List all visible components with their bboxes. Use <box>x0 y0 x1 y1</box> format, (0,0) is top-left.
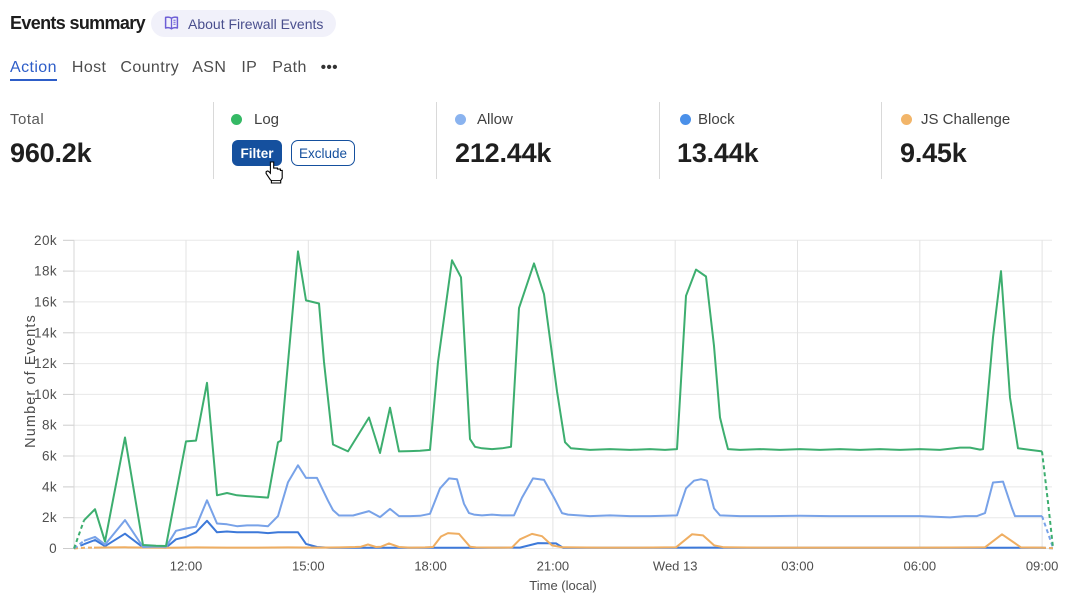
svg-text:0: 0 <box>49 541 57 556</box>
svg-text:4k: 4k <box>42 479 57 494</box>
svg-text:18:00: 18:00 <box>414 559 447 574</box>
svg-text:15:00: 15:00 <box>292 559 325 574</box>
svg-text:10k: 10k <box>34 387 57 402</box>
svg-text:Number of Events: Number of Events <box>23 314 39 448</box>
svg-text:16k: 16k <box>34 294 57 309</box>
svg-text:06:00: 06:00 <box>904 559 937 574</box>
svg-text:6k: 6k <box>42 449 57 464</box>
svg-text:20k: 20k <box>34 233 57 248</box>
svg-text:09:00: 09:00 <box>1026 559 1059 574</box>
svg-text:Time (local): Time (local) <box>529 578 596 593</box>
svg-text:8k: 8k <box>42 418 57 433</box>
svg-text:18k: 18k <box>34 264 57 279</box>
svg-text:12k: 12k <box>34 356 57 371</box>
svg-text:21:00: 21:00 <box>537 559 570 574</box>
svg-text:14k: 14k <box>34 325 57 340</box>
svg-text:Wed 13: Wed 13 <box>653 559 698 574</box>
svg-text:2k: 2k <box>42 510 57 525</box>
svg-text:12:00: 12:00 <box>170 559 203 574</box>
svg-text:03:00: 03:00 <box>781 559 814 574</box>
